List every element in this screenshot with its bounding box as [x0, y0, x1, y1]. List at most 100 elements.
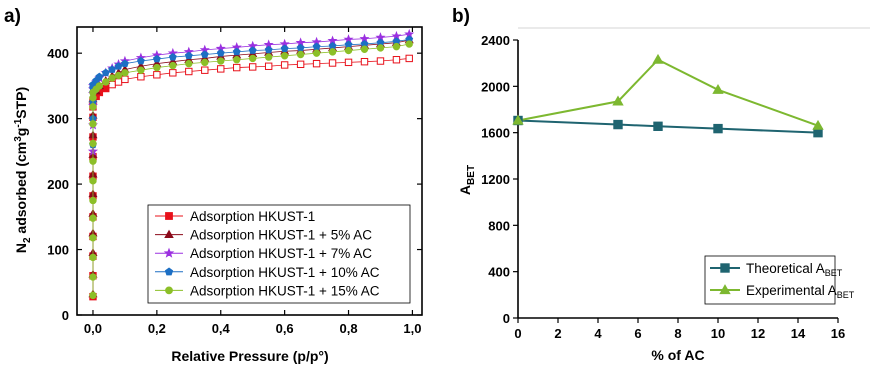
data-point [108, 74, 116, 82]
data-point [264, 53, 273, 61]
legend-label: Adsorption HKUST-1 [190, 209, 315, 224]
y-tick-label: 2400 [481, 33, 510, 48]
x-tick-label: 8 [674, 326, 681, 341]
x-tick-label: 1,0 [403, 321, 421, 336]
legend-marker [163, 247, 175, 258]
data-point [89, 120, 97, 128]
legend-marker [719, 284, 731, 295]
data-point [712, 83, 724, 94]
legend-marker [165, 212, 173, 220]
data-point [89, 291, 97, 300]
data-point [89, 273, 97, 281]
panel-b-ylabel: ABET [457, 165, 477, 195]
data-point [168, 52, 177, 61]
legend-label: Adsorption HKUST-1 + 15% AC [190, 283, 380, 298]
panel-a-xlabel: Relative Pressure (p/p°) [171, 348, 328, 364]
data-point [344, 46, 353, 55]
y-tick-label: 0 [62, 308, 69, 323]
data-point [201, 58, 209, 67]
panel-a-ticks: 0,0 0,2 0,4 0,6 0,8 1,0 0 100 200 300 400 [47, 27, 422, 336]
data-point [652, 53, 664, 64]
data-point [248, 63, 257, 71]
data-point [102, 78, 110, 86]
data-point [152, 54, 161, 63]
data-point [280, 44, 289, 52]
y-tick-label: 400 [488, 265, 510, 280]
x-tick-label: 0,4 [212, 321, 231, 336]
legend-marker [720, 263, 730, 273]
series-line [517, 119, 819, 134]
y-tick-label: 0 [503, 311, 510, 326]
data-point [95, 72, 104, 81]
data-point [264, 62, 273, 70]
data-point [264, 45, 273, 54]
data-point [312, 59, 321, 68]
data-point [200, 50, 209, 58]
x-tick-label: 0,0 [84, 321, 102, 336]
data-point [280, 61, 289, 69]
series-line [517, 58, 819, 127]
data-point [248, 54, 257, 63]
data-point [108, 80, 116, 89]
data-point [136, 56, 145, 65]
data-point [89, 139, 97, 148]
y-tick-label: 300 [47, 112, 69, 127]
data-point [296, 60, 305, 69]
panel-b-legend: Theoretical ABET Experimental ABET [704, 255, 855, 305]
panel-a-legend: Adsorption HKUST-1 Adsorption HKUST-1 + 5… [147, 204, 411, 304]
panel-a: a) 0,0 0,2 0,4 0,6 0,8 1,0 0 100 200 300 400 Relat… [4, 6, 423, 364]
data-point [121, 69, 129, 77]
data-point [120, 59, 129, 68]
data-point [328, 48, 337, 56]
data-point [232, 47, 241, 56]
y-tick-label: 800 [488, 218, 510, 233]
y-tick-label: 2000 [481, 79, 510, 94]
x-tick-label: 10 [711, 326, 725, 341]
data-point [812, 119, 824, 130]
panel-b-ticks: 0 2 4 6 8 10 12 14 16 0 400 800 1200 1600 2000 2400 [481, 33, 845, 341]
panel-a-legend-box [147, 204, 411, 304]
legend-marker [164, 267, 174, 276]
data-point [121, 75, 129, 84]
data-point [405, 40, 413, 48]
legend-marker [165, 286, 173, 295]
data-point [392, 56, 401, 64]
data-point [201, 66, 209, 74]
x-tick-label: 0 [514, 326, 521, 341]
data-point [392, 42, 401, 51]
panel-b-xlabel: % of AC [651, 347, 704, 363]
y-tick-label: 200 [47, 177, 69, 192]
data-point [89, 253, 97, 262]
data-point [233, 63, 241, 72]
panel-b-marks [512, 53, 824, 138]
y-tick-label: 400 [47, 46, 69, 61]
data-point [280, 52, 289, 60]
data-point [405, 54, 413, 63]
data-point [376, 44, 385, 52]
data-point [89, 177, 97, 185]
data-point [328, 59, 337, 67]
x-tick-label: 0,2 [148, 321, 166, 336]
data-point [296, 50, 305, 59]
data-point [612, 95, 624, 106]
data-point [169, 61, 177, 70]
data-point [312, 49, 321, 57]
data-point [184, 51, 193, 60]
panel-b-label: b) [452, 6, 470, 27]
legend-label: Adsorption HKUST-1 + 7% AC [190, 246, 372, 261]
x-tick-label: 14 [791, 326, 806, 341]
data-point [89, 196, 97, 205]
data-point [89, 103, 97, 111]
data-point [185, 59, 193, 68]
x-tick-label: 2 [554, 326, 561, 341]
data-point [360, 57, 369, 66]
data-point [360, 45, 369, 53]
panel-a-marks [87, 28, 415, 301]
legend-label: Adsorption HKUST-1 + 10% AC [190, 265, 380, 280]
data-point [233, 56, 241, 64]
y-tick-label: 1600 [481, 126, 510, 141]
legend-label: Theoretical ABET [746, 261, 843, 278]
legend-label: Adsorption HKUST-1 + 5% AC [190, 228, 372, 243]
x-tick-label: 16 [831, 326, 845, 341]
